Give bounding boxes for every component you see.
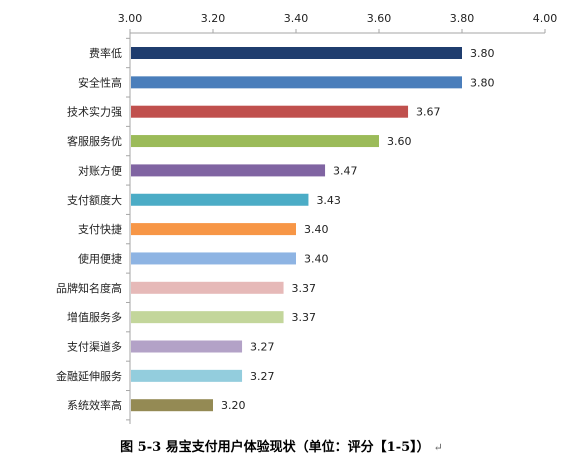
category-label: 安全性高	[78, 75, 122, 89]
category-label: 支付快捷	[78, 222, 122, 236]
figure-caption-text: 图 5-3 易宝支付用户体验现状（单位：评分【1-5】）	[120, 440, 430, 455]
category-label: 使用便捷	[78, 251, 122, 265]
data-label: 3.27	[250, 370, 274, 383]
x-tick-label: 4.00	[533, 12, 558, 25]
data-label: 3.47	[333, 164, 358, 177]
bar	[131, 193, 309, 206]
category-label: 对账方便	[78, 163, 122, 177]
category-label: 品牌知名度高	[56, 281, 122, 295]
data-label: 3.40	[304, 223, 329, 236]
data-label: 3.27	[250, 341, 274, 354]
bar	[131, 252, 296, 265]
category-label: 系统效率高	[67, 398, 122, 412]
bar	[131, 369, 243, 382]
x-tick-label: 3.40	[284, 12, 309, 25]
x-tick-label: 3.20	[201, 12, 226, 25]
bar	[131, 105, 409, 118]
data-label: 3.20	[221, 399, 246, 412]
data-label: 3.60	[387, 135, 412, 148]
bar	[131, 164, 326, 177]
category-label: 支付渠道多	[67, 340, 122, 354]
data-label: 3.37	[292, 311, 317, 324]
data-label: 3.80	[470, 47, 495, 60]
data-label: 3.37	[292, 282, 317, 295]
bar	[131, 281, 284, 294]
category-label: 费率低	[89, 46, 122, 60]
figure-caption: 图 5-3 易宝支付用户体验现状（单位：评分【1-5】） ↵	[0, 436, 563, 455]
data-label: 3.67	[416, 106, 441, 119]
x-tick-label: 3.60	[367, 12, 392, 25]
category-label: 金融延伸服务	[56, 369, 122, 383]
bar-chart: 3.00 3.20 3.40 3.60 3.80 4.00 费率低 3.80 安全性高 3.80 技…	[56, 12, 558, 424]
bar	[131, 311, 284, 324]
category-label: 技术实力强	[67, 105, 122, 119]
bar	[131, 223, 296, 236]
x-tick-label: 3.00	[118, 12, 143, 25]
bar	[131, 47, 462, 59]
data-label: 3.43	[316, 194, 341, 207]
data-label: 3.80	[470, 76, 495, 89]
category-label: 增值服务多	[67, 310, 122, 324]
x-tick-label: 3.80	[450, 12, 475, 25]
bar	[131, 340, 243, 353]
category-label: 客服服务优	[67, 134, 122, 148]
category-label: 支付额度大	[67, 193, 122, 207]
bar	[131, 76, 462, 89]
data-label: 3.40	[304, 252, 329, 265]
paragraph-mark-icon: ↵	[433, 441, 443, 454]
bar	[131, 399, 213, 412]
bar	[131, 135, 379, 148]
